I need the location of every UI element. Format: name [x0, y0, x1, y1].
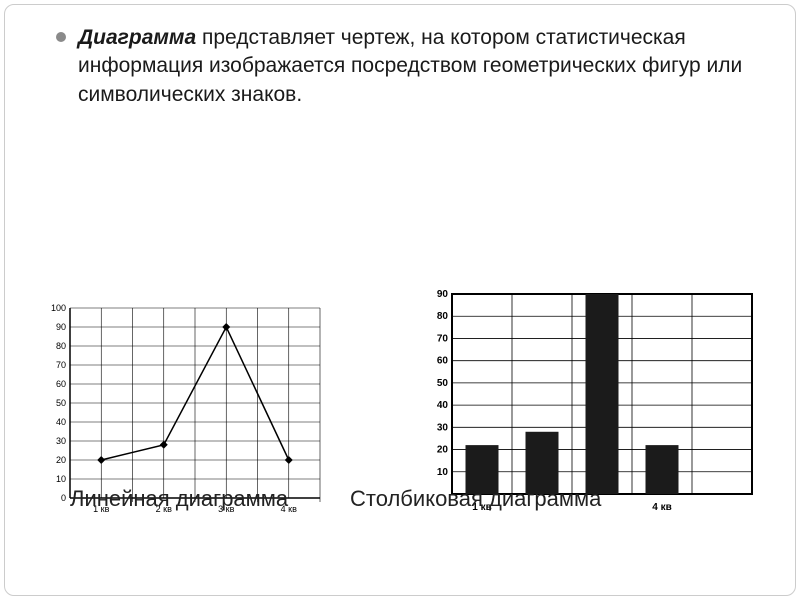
svg-text:60: 60 [56, 379, 66, 389]
svg-text:60: 60 [437, 356, 449, 367]
svg-text:40: 40 [56, 417, 66, 427]
svg-text:80: 80 [56, 341, 66, 351]
svg-text:10: 10 [437, 467, 449, 478]
svg-text:40: 40 [437, 400, 449, 411]
svg-text:0: 0 [61, 493, 66, 503]
svg-text:80: 80 [437, 311, 449, 322]
captions-row: Линейная диаграмма Столбиковая диаграмма [70, 486, 760, 512]
svg-text:30: 30 [56, 436, 66, 446]
svg-text:20: 20 [56, 455, 66, 465]
bar-chart-caption: Столбиковая диаграмма [350, 486, 670, 512]
svg-text:100: 100 [51, 303, 66, 313]
svg-text:90: 90 [437, 289, 449, 300]
line-chart-caption: Линейная диаграмма [70, 486, 350, 512]
svg-text:70: 70 [437, 333, 449, 344]
bar-chart-container: 1020304050607080901 кв4 кв [422, 286, 760, 520]
svg-text:30: 30 [437, 422, 449, 433]
svg-text:20: 20 [437, 445, 449, 456]
svg-text:70: 70 [56, 360, 66, 370]
svg-text:90: 90 [56, 322, 66, 332]
bar-chart: 1020304050607080901 кв4 кв [422, 286, 760, 520]
svg-text:50: 50 [56, 398, 66, 408]
definition-term: Диаграмма [78, 26, 196, 49]
definition-text: Диаграмма представляет чертеж, на которо… [78, 24, 760, 109]
svg-text:10: 10 [56, 474, 66, 484]
charts-row: 01020304050607080901001 кв2 кв3 кв4 кв 1… [40, 200, 760, 520]
bullet-icon [56, 32, 66, 42]
definition-block: Диаграмма представляет чертеж, на которо… [56, 24, 760, 109]
svg-text:50: 50 [437, 378, 449, 389]
